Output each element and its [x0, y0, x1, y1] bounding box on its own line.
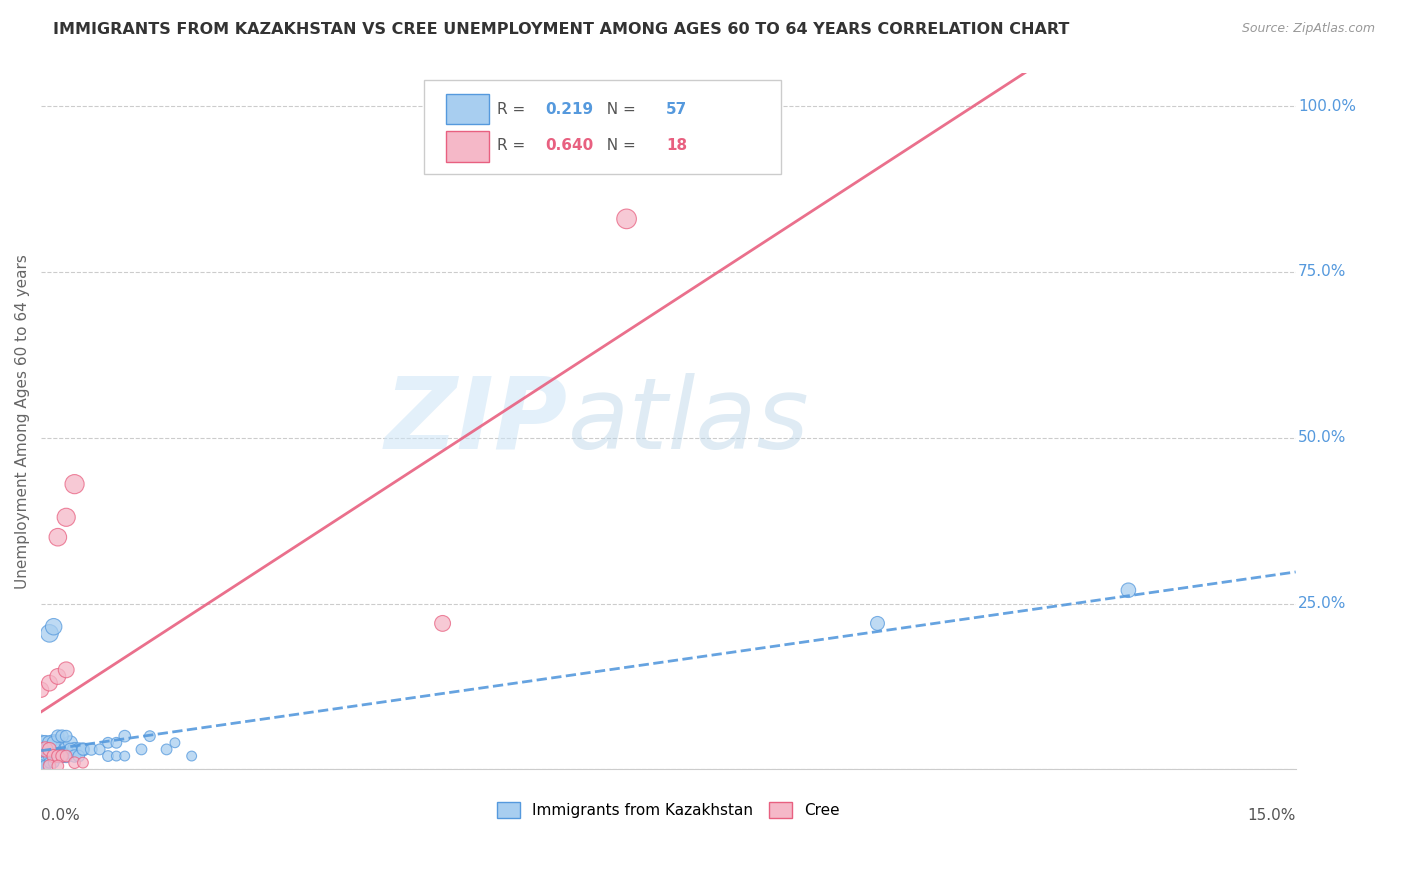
Point: [51, 742, 73, 756]
Point: [30, 749, 52, 764]
Point: [51, 749, 73, 764]
Point: [114, 749, 136, 764]
Point: [38, 676, 60, 690]
Point: [1118, 583, 1140, 598]
Point: [139, 729, 162, 743]
Point: [42, 756, 65, 770]
Point: [34, 742, 56, 756]
Text: atlas: atlas: [568, 373, 810, 470]
FancyBboxPatch shape: [446, 94, 489, 124]
FancyBboxPatch shape: [446, 131, 489, 162]
Point: [155, 742, 177, 756]
Text: N =: N =: [598, 102, 641, 117]
Point: [866, 616, 889, 631]
Point: [34, 749, 56, 764]
Text: ZIP: ZIP: [385, 373, 568, 470]
Point: [46, 530, 69, 544]
Point: [105, 749, 128, 764]
Text: 25.0%: 25.0%: [1298, 596, 1347, 611]
Point: [89, 742, 111, 756]
Point: [63, 742, 86, 756]
Text: N =: N =: [598, 138, 641, 153]
Point: [55, 749, 77, 764]
Point: [42, 749, 65, 764]
Point: [30, 756, 52, 770]
Point: [38, 759, 60, 773]
Text: 18: 18: [666, 138, 688, 153]
Legend: Immigrants from Kazakhstan, Cree: Immigrants from Kazakhstan, Cree: [491, 797, 845, 824]
Point: [42, 736, 65, 750]
Point: [34, 736, 56, 750]
Text: 0.0%: 0.0%: [41, 807, 80, 822]
Text: 100.0%: 100.0%: [1298, 99, 1357, 113]
Point: [55, 729, 77, 743]
Point: [34, 756, 56, 770]
Point: [30, 736, 52, 750]
Point: [38, 742, 60, 756]
Text: 0.640: 0.640: [546, 138, 593, 153]
Text: R =: R =: [496, 138, 530, 153]
Point: [59, 742, 82, 756]
Text: 75.0%: 75.0%: [1298, 264, 1347, 279]
Point: [38, 736, 60, 750]
Point: [59, 736, 82, 750]
Point: [38, 742, 60, 756]
Point: [46, 669, 69, 683]
Point: [131, 742, 153, 756]
Point: [34, 759, 56, 773]
FancyBboxPatch shape: [423, 80, 782, 174]
Text: IMMIGRANTS FROM KAZAKHSTAN VS CREE UNEMPLOYMENT AMONG AGES 60 TO 64 YEARS CORREL: IMMIGRANTS FROM KAZAKHSTAN VS CREE UNEMP…: [53, 22, 1070, 37]
Point: [67, 749, 90, 764]
Point: [97, 749, 120, 764]
Point: [432, 616, 454, 631]
Text: 50.0%: 50.0%: [1298, 430, 1347, 445]
Point: [38, 626, 60, 640]
Text: Source: ZipAtlas.com: Source: ZipAtlas.com: [1241, 22, 1375, 36]
Point: [97, 736, 120, 750]
Point: [51, 749, 73, 764]
Point: [55, 663, 77, 677]
Point: [42, 742, 65, 756]
Point: [105, 736, 128, 750]
Point: [46, 749, 69, 764]
Point: [63, 749, 86, 764]
Point: [55, 749, 77, 764]
Point: [72, 742, 94, 756]
Point: [38, 756, 60, 770]
Point: [46, 749, 69, 764]
Text: R =: R =: [496, 102, 530, 117]
Point: [30, 759, 52, 773]
Point: [30, 682, 52, 697]
Point: [180, 749, 202, 764]
Point: [38, 749, 60, 764]
Point: [616, 211, 638, 226]
Text: 0.219: 0.219: [546, 102, 593, 117]
Point: [42, 736, 65, 750]
Point: [51, 749, 73, 764]
Text: 57: 57: [666, 102, 688, 117]
Point: [163, 736, 186, 750]
Point: [72, 742, 94, 756]
Point: [72, 756, 94, 770]
Point: [46, 759, 69, 773]
Point: [67, 742, 90, 756]
Point: [80, 742, 103, 756]
Point: [55, 510, 77, 524]
Point: [46, 736, 69, 750]
Point: [34, 742, 56, 756]
Point: [55, 742, 77, 756]
Point: [46, 729, 69, 743]
Point: [51, 729, 73, 743]
Point: [63, 756, 86, 770]
Point: [42, 749, 65, 764]
Point: [42, 620, 65, 634]
Point: [63, 477, 86, 491]
Y-axis label: Unemployment Among Ages 60 to 64 years: Unemployment Among Ages 60 to 64 years: [15, 253, 30, 589]
Point: [46, 749, 69, 764]
Text: 15.0%: 15.0%: [1247, 807, 1296, 822]
Point: [38, 749, 60, 764]
Point: [114, 729, 136, 743]
